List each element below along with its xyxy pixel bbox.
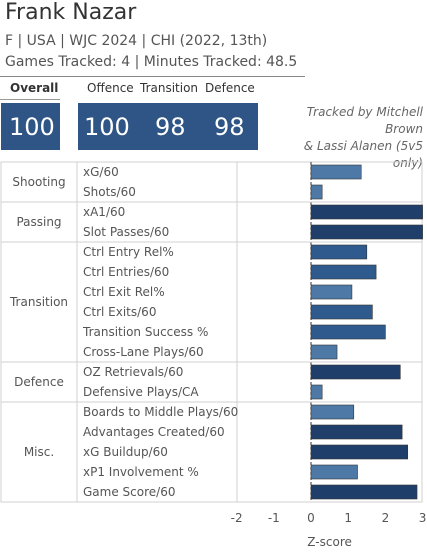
group-label: Transition <box>9 295 68 309</box>
category-scores-box: 100 98 98 <box>78 103 258 150</box>
credit-line-2: & Lassi Alanen (5v5 only) <box>303 139 423 170</box>
metric-label: Shots/60 <box>83 185 136 199</box>
metric-label: xP1 Involvement % <box>83 465 199 479</box>
credit-text: Tracked by Mitchell Brown & Lassi Alanen… <box>273 104 423 172</box>
metric-bar <box>310 364 401 380</box>
metric-label: Transition Success % <box>82 325 208 339</box>
x-tick-label: 1 <box>344 511 352 525</box>
defence-score: 98 <box>214 113 245 141</box>
credit-line-1: Tracked by Mitchell Brown <box>306 105 423 136</box>
metric-label: OZ Retrievals/60 <box>83 365 183 379</box>
metric-label: Ctrl Exits/60 <box>83 305 156 319</box>
metric-bar <box>310 424 403 440</box>
metric-label: Ctrl Exit Rel% <box>83 285 165 299</box>
metric-bar <box>310 484 418 500</box>
tab-overall[interactable]: Overall <box>10 81 59 95</box>
metric-label: Cross-Lane Plays/60 <box>83 345 204 359</box>
metric-label: xG Buildup/60 <box>83 445 168 459</box>
metric-bar <box>310 244 368 260</box>
metric-label: Boards to Middle Plays/60 <box>83 405 238 419</box>
metric-label: Ctrl Entry Rel% <box>83 245 174 259</box>
x-tick-label: 3 <box>419 511 427 525</box>
group-label: Shooting <box>12 175 65 189</box>
metric-bar <box>310 264 377 280</box>
metric-bar <box>310 444 409 460</box>
metric-bar <box>310 284 353 300</box>
x-tick-label: 0 <box>307 511 315 525</box>
group-label: Passing <box>16 215 61 229</box>
metric-label: xA1/60 <box>83 205 125 219</box>
zscore-chart: Shooting xG/60 Shots/60 Passing xA1/60 Slot P… <box>0 161 427 549</box>
metric-bar <box>310 384 323 400</box>
group-label: Defence <box>14 375 64 389</box>
metric-label: xG/60 <box>83 165 119 179</box>
offence-score: 100 <box>84 113 130 141</box>
metric-label: Defensive Plays/CA <box>83 385 199 399</box>
metric-bar <box>310 164 362 180</box>
metric-bar <box>310 344 338 360</box>
tab-offence[interactable]: Offence <box>87 81 134 95</box>
metric-bar <box>310 304 373 320</box>
overall-score: 100 <box>9 113 55 141</box>
metric-bar <box>310 224 423 240</box>
metric-bar <box>310 204 423 220</box>
metric-label: Game Score/60 <box>83 485 175 499</box>
tab-underline <box>0 99 60 100</box>
transition-score: 98 <box>155 113 186 141</box>
divider <box>0 76 305 77</box>
tracking-info: Games Tracked: 4 | Minutes Tracked: 48.5 <box>5 54 298 70</box>
metric-label: Advantages Created/60 <box>83 425 225 439</box>
x-axis-label: Z-score <box>307 535 352 549</box>
overall-score-box: 100 <box>1 103 60 150</box>
metric-bar <box>310 324 386 340</box>
metric-bar <box>310 184 323 200</box>
x-tick-label: 2 <box>382 511 390 525</box>
x-tick-label: -2 <box>231 511 243 525</box>
metric-bar <box>310 404 355 420</box>
metric-bar <box>310 464 358 480</box>
group-label: Misc. <box>24 445 54 459</box>
tab-defence[interactable]: Defence <box>205 81 255 95</box>
x-tick-label: -1 <box>268 511 280 525</box>
metric-label: Slot Passes/60 <box>83 225 169 239</box>
player-name: Frank Nazar <box>5 0 137 25</box>
player-info: F | USA | WJC 2024 | CHI (2022, 13th) <box>5 33 268 49</box>
metric-label: Ctrl Entries/60 <box>83 265 169 279</box>
chart-frame <box>0 161 423 503</box>
tab-transition[interactable]: Transition <box>140 81 199 95</box>
